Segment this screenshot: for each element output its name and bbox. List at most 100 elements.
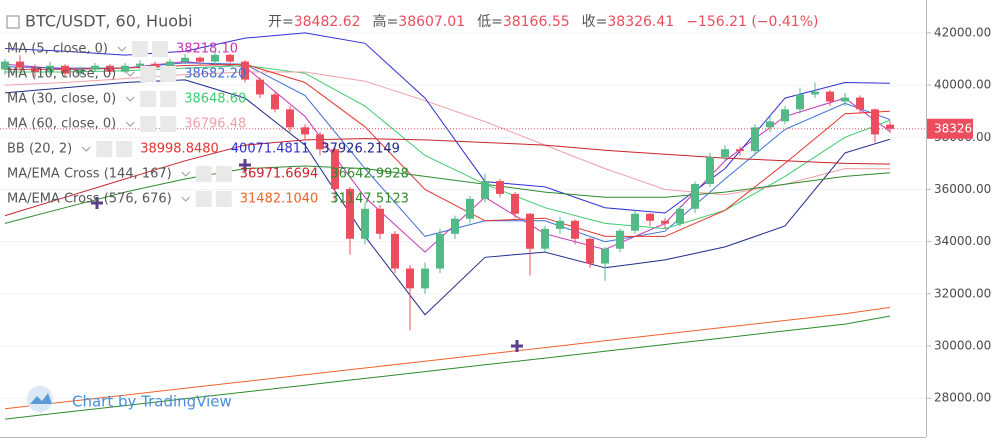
- watermark: Chart by TradingView: [27, 386, 232, 412]
- candle-body: [646, 213, 654, 221]
- candle-body: [406, 268, 414, 289]
- candle-body: [841, 97, 849, 102]
- ohlc-value: 38482.62: [294, 14, 361, 30]
- dropdown-icon: [125, 96, 135, 102]
- dropdown-icon: [181, 171, 191, 177]
- candle-body: [676, 208, 684, 224]
- y-tick-label: 40000.00: [934, 78, 991, 92]
- y-tick-label: 36000.00: [934, 182, 991, 196]
- indicator-value: 38998.8480: [140, 142, 219, 157]
- y-tick-label: 32000.00: [934, 286, 991, 300]
- indicator-name: MA/EMA Cross (144, 167): [7, 167, 172, 182]
- candle-body: [541, 228, 549, 249]
- candle-body: [616, 230, 624, 249]
- indicator-name: MA (60, close, 0): [7, 117, 116, 132]
- indicator-value: 36796.48: [184, 117, 246, 132]
- close-button[interactable]: [215, 191, 232, 207]
- last-price-label: 38326.41: [934, 121, 991, 135]
- candle-body: [241, 61, 249, 80]
- last-price-tag: [927, 118, 973, 139]
- close-button[interactable]: [116, 141, 133, 157]
- dropdown-icon: [81, 146, 91, 152]
- candle-body: [886, 124, 894, 129]
- candle-body: [466, 198, 474, 219]
- candle-body: [781, 109, 789, 122]
- ohlc-value: 38166.55: [503, 14, 570, 30]
- cross-marker: [511, 340, 523, 352]
- candle-body: [571, 220, 579, 239]
- candle-body: [766, 121, 774, 128]
- settings-button[interactable]: [140, 116, 157, 132]
- y-tick-label: 30000.00: [934, 339, 991, 353]
- indicator-name: MA (10, close, 0): [7, 67, 116, 82]
- indicator-value: 36642.9928: [330, 167, 409, 182]
- chart-title: BTC/USDT, 60, Huobi: [25, 12, 193, 31]
- indicator-value: 31482.1040: [240, 192, 319, 207]
- indicator-line: [4, 138, 891, 217]
- candle-body: [256, 79, 264, 95]
- candle-body: [511, 193, 519, 214]
- indicator-value: 38648.60: [184, 92, 246, 107]
- cross-marker: [91, 197, 103, 209]
- candle-body: [286, 109, 294, 128]
- legend: BTC/USDT, 60, Huobi 开= 38482.62 高= 38607.01 低…: [6, 12, 818, 207]
- candle-body: [301, 127, 309, 135]
- ohlc-value: 38607.01: [398, 14, 465, 30]
- candle-body: [826, 91, 834, 102]
- candle-body: [76, 69, 84, 74]
- settings-button[interactable]: [195, 166, 212, 182]
- candle-body: [1, 61, 9, 70]
- candle-body: [421, 268, 429, 289]
- candle-body: [706, 157, 714, 184]
- candle-body: [181, 57, 189, 62]
- settings-button[interactable]: [96, 141, 113, 157]
- candle-body: [211, 54, 219, 62]
- indicator-value: 31147.5123: [330, 192, 409, 207]
- candle-body: [346, 188, 354, 239]
- close-button[interactable]: [160, 91, 177, 107]
- settings-button[interactable]: [140, 91, 157, 107]
- candle-body: [871, 109, 879, 135]
- candle-body: [586, 238, 594, 264]
- indicator-value: 38682.20: [184, 67, 246, 82]
- settings-button[interactable]: [140, 66, 157, 82]
- candle-body: [136, 63, 144, 66]
- y-tick-label: 28000.00: [934, 391, 991, 405]
- close-button[interactable]: [160, 116, 177, 132]
- candle-body: [166, 61, 174, 68]
- indicator-value: 38218.10: [176, 42, 238, 57]
- title-icon: [6, 15, 20, 29]
- candle-body: [271, 94, 279, 110]
- indicator-name: MA (30, close, 0): [7, 92, 116, 107]
- change-value: −156.21 (−0.41%): [686, 14, 818, 30]
- candle-body: [91, 65, 99, 70]
- candle-body: [436, 233, 444, 269]
- y-tick-label: 42000.00: [934, 25, 991, 39]
- candle-body: [46, 65, 54, 72]
- ohlc-label: 高=: [373, 13, 399, 30]
- candle-body: [376, 208, 384, 234]
- close-button[interactable]: [215, 166, 232, 182]
- dropdown-icon: [181, 196, 191, 202]
- candle-body: [811, 91, 819, 95]
- settings-button[interactable]: [131, 41, 148, 57]
- close-button[interactable]: [160, 66, 177, 82]
- indicator-name: MA/EMA Cross (576, 676): [7, 192, 172, 207]
- candle-body: [751, 127, 759, 152]
- candle-body: [856, 97, 864, 110]
- ohlc-label: 收=: [582, 14, 608, 30]
- indicator-value: 40071.4811: [231, 142, 310, 157]
- dropdown-icon: [125, 71, 135, 77]
- candle-body: [196, 57, 204, 62]
- candle-body: [601, 248, 609, 264]
- candle-body: [226, 54, 234, 62]
- candle-body: [151, 63, 159, 68]
- indicator-line: [4, 306, 891, 410]
- candle-body: [361, 208, 369, 239]
- candle-body: [631, 213, 639, 231]
- candle-body: [331, 149, 339, 189]
- plot-area: [0, 32, 926, 420]
- indicator-line: [4, 165, 891, 224]
- close-button[interactable]: [151, 41, 168, 57]
- settings-button[interactable]: [195, 191, 212, 207]
